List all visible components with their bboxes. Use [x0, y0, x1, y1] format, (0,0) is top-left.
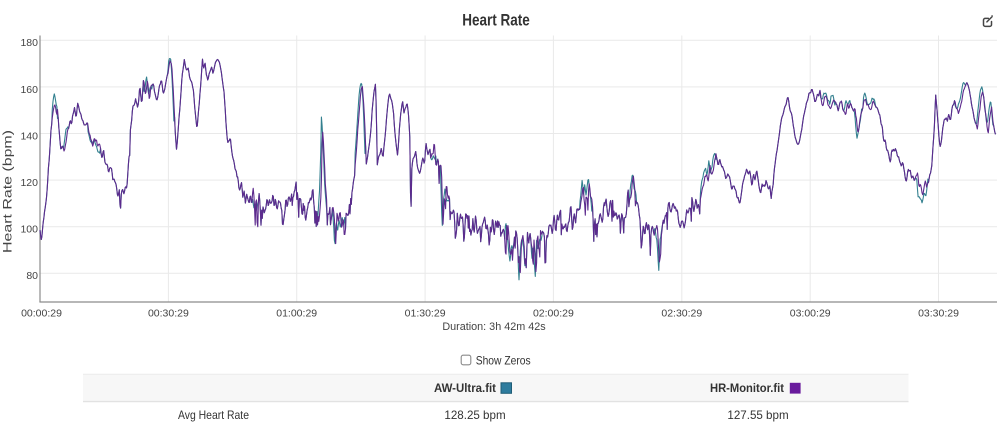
svg-text:160: 160 — [20, 84, 38, 96]
svg-text:AW-Ultra.fit: AW-Ultra.fit — [434, 382, 496, 395]
svg-text:120: 120 — [20, 177, 38, 189]
svg-text:140: 140 — [20, 130, 38, 142]
svg-text:02:00:29: 02:00:29 — [533, 307, 574, 319]
svg-text:Heart Rate: Heart Rate — [462, 12, 530, 30]
svg-text:Avg Heart Rate: Avg Heart Rate — [178, 409, 249, 422]
svg-text:HR-Monitor.fit: HR-Monitor.fit — [710, 382, 784, 395]
svg-text:00:00:29: 00:00:29 — [21, 307, 62, 319]
svg-text:01:00:29: 01:00:29 — [276, 307, 317, 319]
svg-text:Duration: 3h 42m 42s: Duration: 3h 42m 42s — [442, 321, 546, 333]
svg-text:Heart Rate (bpm): Heart Rate (bpm) — [1, 130, 15, 253]
svg-text:03:30:29: 03:30:29 — [918, 307, 959, 319]
svg-text:02:30:29: 02:30:29 — [661, 307, 702, 319]
svg-text:100: 100 — [20, 224, 38, 236]
svg-text:00:30:29: 00:30:29 — [148, 307, 189, 319]
svg-text:80: 80 — [26, 270, 38, 282]
svg-text:127.55 bpm: 127.55 bpm — [727, 409, 788, 422]
svg-text:03:00:29: 03:00:29 — [790, 307, 831, 319]
svg-text:01:30:29: 01:30:29 — [405, 307, 446, 319]
svg-text:180: 180 — [20, 37, 38, 49]
svg-text:128.25 bpm: 128.25 bpm — [444, 409, 505, 422]
svg-text:Show Zeros: Show Zeros — [476, 354, 531, 367]
